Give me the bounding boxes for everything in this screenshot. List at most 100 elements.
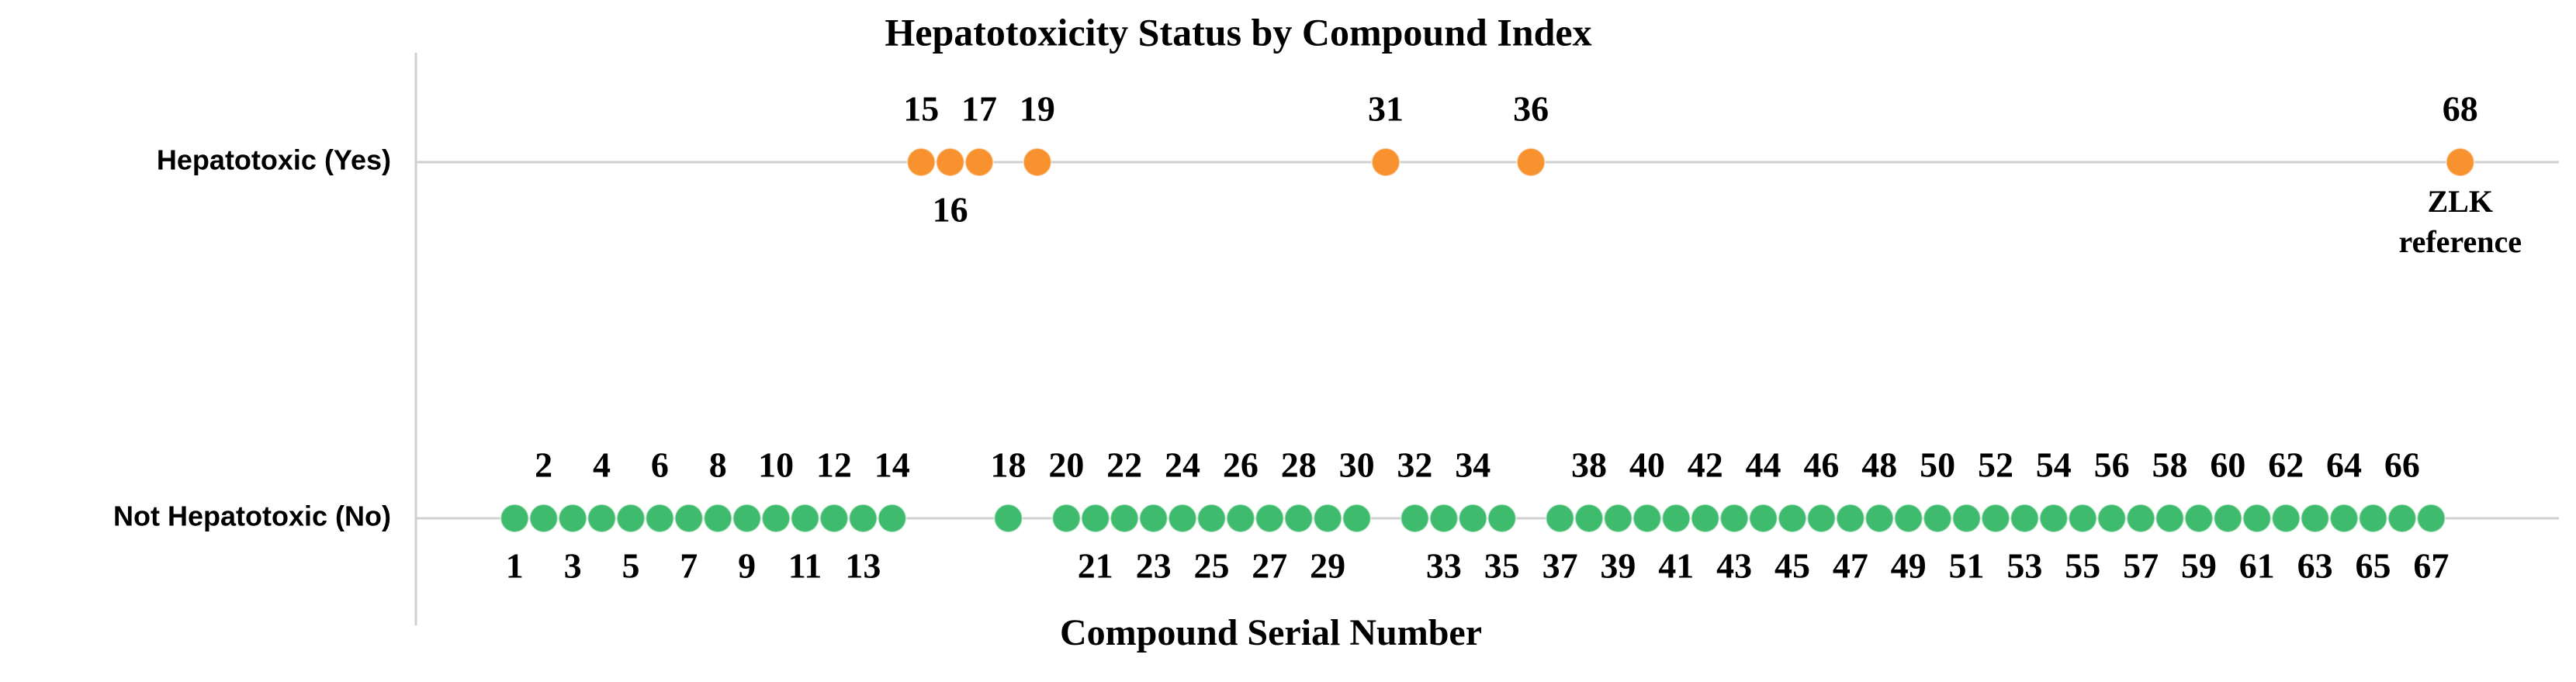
point xyxy=(1516,147,1546,177)
point-label: 18 xyxy=(990,445,1026,485)
point xyxy=(2271,504,2301,533)
point xyxy=(1632,504,1662,533)
point xyxy=(2329,504,2360,533)
point-label: 56 xyxy=(2094,445,2130,485)
point-label: 11 xyxy=(788,546,822,586)
point xyxy=(1225,504,1255,533)
point xyxy=(1255,504,1285,533)
point-label: 1 xyxy=(506,546,524,586)
point-label: 38 xyxy=(1571,445,1607,485)
point-label: 57 xyxy=(2123,546,2159,586)
point xyxy=(615,504,646,533)
point-label: 21 xyxy=(1078,546,1113,586)
point-label: 64 xyxy=(2326,445,2362,485)
point-label: 62 xyxy=(2268,445,2304,485)
point-label: 59 xyxy=(2181,546,2217,586)
point xyxy=(1777,504,1807,533)
point xyxy=(732,504,762,533)
point xyxy=(645,504,675,533)
point-label: 58 xyxy=(2152,445,2187,485)
point-label: 46 xyxy=(1803,445,1839,485)
point xyxy=(2096,504,2127,533)
point-label: 40 xyxy=(1629,445,1665,485)
point xyxy=(1196,504,1227,533)
point-label: 52 xyxy=(1978,445,2013,485)
point xyxy=(2183,504,2214,533)
point xyxy=(1283,504,1314,533)
point xyxy=(819,504,849,533)
point-label: 54 xyxy=(2036,445,2072,485)
point xyxy=(2242,504,2272,533)
point xyxy=(1661,504,1691,533)
point xyxy=(1806,504,1837,533)
point xyxy=(500,504,530,533)
point-label: 7 xyxy=(680,546,698,586)
point-label: 41 xyxy=(1658,546,1694,586)
point-label: 66 xyxy=(2384,445,2420,485)
point-label: 8 xyxy=(709,445,727,485)
point xyxy=(964,147,995,177)
point-label: 28 xyxy=(1281,445,1317,485)
point-label: 36 xyxy=(1513,89,1549,129)
point-label: 30 xyxy=(1339,445,1375,485)
point-label: 34 xyxy=(1455,445,1491,485)
point-label: 10 xyxy=(758,445,794,485)
point-label: 15 xyxy=(903,89,939,129)
point-label: 65 xyxy=(2355,546,2391,586)
point-label: 53 xyxy=(2006,546,2042,586)
y-tick-label: Not Hepatotoxic (No) xyxy=(113,500,391,532)
point xyxy=(2387,504,2417,533)
point xyxy=(1080,504,1110,533)
point-label: 27 xyxy=(1252,546,1287,586)
point xyxy=(1864,504,1895,533)
point xyxy=(1923,504,1953,533)
point xyxy=(2126,504,2156,533)
point-label: 6 xyxy=(651,445,669,485)
point xyxy=(2416,504,2446,533)
chart-title: Hepatotoxicity Status by Compound Index xyxy=(885,10,1591,54)
point-label: 49 xyxy=(1891,546,1927,586)
point xyxy=(848,504,878,533)
point xyxy=(761,504,791,533)
point-label: 48 xyxy=(1861,445,1897,485)
point-label: 42 xyxy=(1688,445,1723,485)
point-label: 2 xyxy=(535,445,552,485)
point-label: 55 xyxy=(2065,546,2100,586)
point-label: 12 xyxy=(816,445,852,485)
point-label: 20 xyxy=(1048,445,1084,485)
point xyxy=(1893,504,1923,533)
point xyxy=(2010,504,2040,533)
point-label: 61 xyxy=(2239,546,2275,586)
point-label: 32 xyxy=(1397,445,1432,485)
point xyxy=(2155,504,2185,533)
point xyxy=(1603,504,1633,533)
point-label: 26 xyxy=(1223,445,1259,485)
annotation: ZLK xyxy=(2428,184,2493,219)
point xyxy=(587,504,617,533)
point-label: 45 xyxy=(1774,546,1810,586)
y-tick-label: Hepatotoxic (Yes) xyxy=(157,144,391,176)
point xyxy=(528,504,559,533)
point-label: 5 xyxy=(621,546,639,586)
point-label: 13 xyxy=(845,546,881,586)
point-label: 44 xyxy=(1746,445,1781,485)
point xyxy=(1313,504,1343,533)
point-label: 43 xyxy=(1716,546,1752,586)
point xyxy=(1748,504,1778,533)
point-label: 19 xyxy=(1020,89,1055,129)
point xyxy=(1487,504,1517,533)
point-label: 51 xyxy=(1949,546,1985,586)
point-label: 68 xyxy=(2443,89,2478,129)
point xyxy=(1138,504,1169,533)
point xyxy=(2300,504,2330,533)
point xyxy=(1574,504,1604,533)
point-label: 25 xyxy=(1193,546,1229,586)
point-label: 63 xyxy=(2297,546,2333,586)
point xyxy=(1022,147,1052,177)
point-label: 17 xyxy=(961,89,997,129)
point xyxy=(877,504,907,533)
point-label: 24 xyxy=(1165,445,1200,485)
point xyxy=(1458,504,1488,533)
point xyxy=(1428,504,1459,533)
